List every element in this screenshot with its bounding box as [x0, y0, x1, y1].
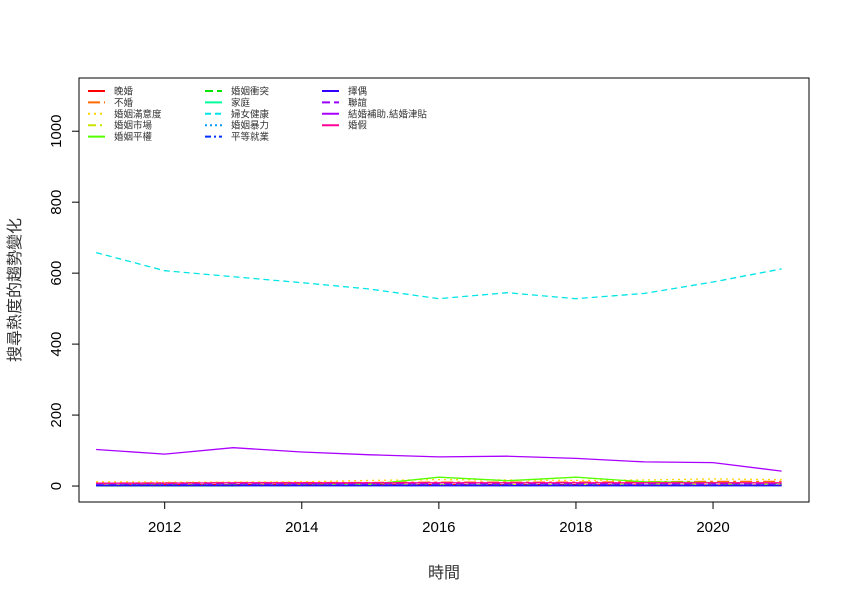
- y-tick-label: 1000: [48, 115, 65, 148]
- legend-label-5: 婚姻平權: [114, 131, 153, 143]
- legend-label-9: 婚姻暴力: [231, 120, 269, 132]
- legend-label-3: 婚姻滿意度: [114, 108, 162, 120]
- legend-label-2: 不婚: [114, 97, 134, 109]
- x-axis-title: 時間: [428, 563, 460, 582]
- y-axis: 0 200 400 600 800 1000: [48, 115, 79, 490]
- legend-label-13: 結婚補助.結婚津貼: [348, 108, 428, 120]
- x-tick-label: 2012: [148, 519, 181, 536]
- x-tick-label: 2018: [559, 519, 592, 536]
- legend-label-10: 平等就業: [231, 131, 270, 143]
- series-line-8: [95, 251, 782, 300]
- y-axis-title: 搜尋熱度的趨勢變化: [5, 218, 24, 362]
- x-tick-label: 2016: [422, 519, 455, 536]
- series-layer: [95, 251, 782, 487]
- x-tick-label: 2020: [696, 519, 729, 536]
- legend-label-4: 婚姻市場: [114, 120, 153, 132]
- y-tick-label: 600: [48, 261, 65, 286]
- y-tick-label: 400: [48, 332, 65, 357]
- legend-label-11: 擇偶: [348, 86, 367, 98]
- y-tick-label: 800: [48, 190, 65, 215]
- x-axis: 2012 2014 2016 2018 2020: [148, 502, 730, 536]
- legend-label-1: 晚婚: [114, 86, 134, 98]
- series-line-3: [96, 478, 782, 483]
- legend-label-12: 聯誼: [348, 97, 368, 109]
- y-tick-label: 0: [48, 482, 65, 490]
- y-tick-label: 200: [48, 403, 65, 428]
- legend-label-8: 婦女健康: [231, 108, 270, 120]
- legend-label-6: 婚姻衝突: [231, 86, 270, 98]
- series-line-13: [96, 447, 782, 472]
- plot-frame: [78, 77, 810, 503]
- x-tick-label: 2014: [285, 519, 318, 536]
- legend-label-7: 家庭: [231, 97, 251, 109]
- legend-label-14: 婚假: [348, 120, 368, 132]
